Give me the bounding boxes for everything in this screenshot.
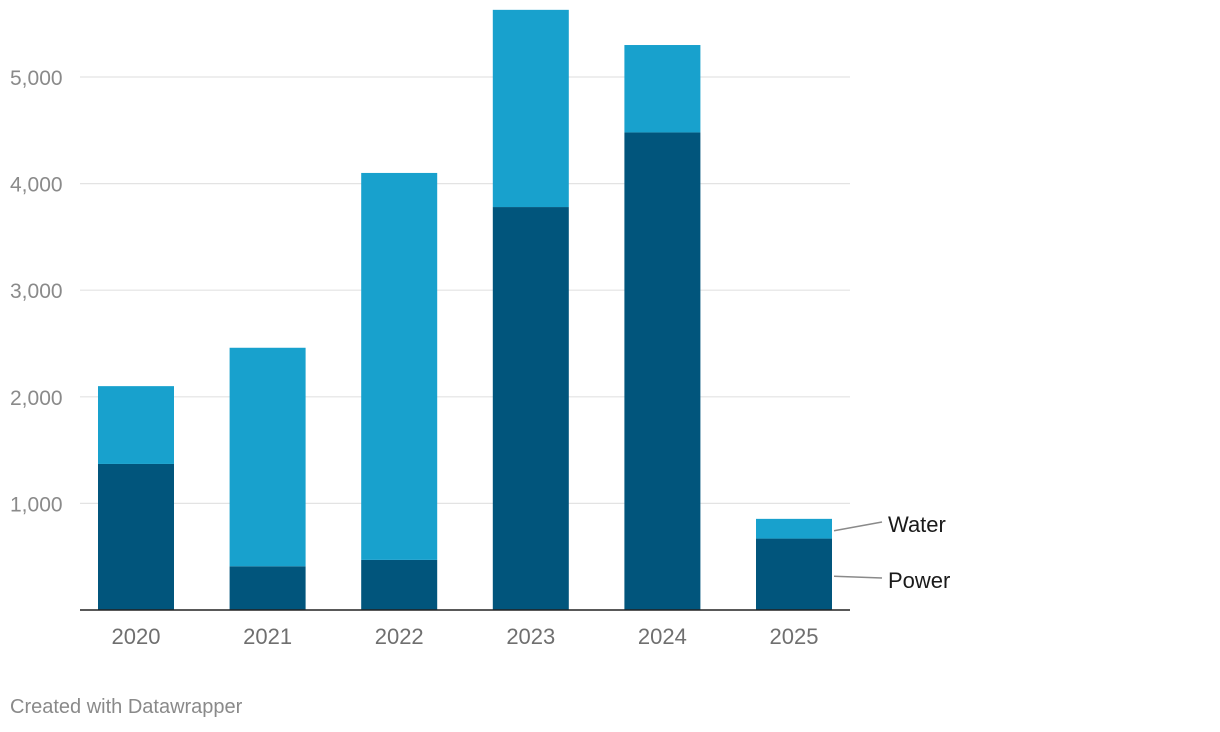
- x-axis-tick-labels: 2020 2021 2022 2023 2024 2025: [112, 624, 819, 649]
- gridlines: [80, 76, 850, 504]
- label-connector-power: [833, 575, 883, 579]
- bar-water-2023: [492, 9, 569, 208]
- y-tick-label: 2,000: [10, 387, 63, 410]
- x-tick-label: 2020: [112, 624, 161, 649]
- label-connector-water: [833, 521, 883, 532]
- y-tick-label: 4,000: [10, 174, 63, 197]
- x-tick-label: 2022: [375, 624, 424, 649]
- bar-power-2022: [361, 559, 438, 610]
- bar-power-2020: [98, 463, 174, 610]
- bar-water-2024: [624, 45, 701, 133]
- y-tick-label: 1,000: [10, 493, 63, 516]
- bar-water-2020: [98, 386, 174, 464]
- series-label-water: Water: [888, 512, 946, 537]
- bar-water-2022: [361, 172, 438, 560]
- datawrapper-credit: Created with Datawrapper: [10, 696, 243, 718]
- bar-power-2023: [492, 207, 569, 610]
- y-axis-tick-labels: 1,000 2,000 3,000 4,000 5,000: [10, 67, 63, 516]
- x-tick-label: 2021: [243, 624, 292, 649]
- x-tick-label: 2023: [506, 624, 555, 649]
- bar-power-2025: [756, 538, 832, 610]
- x-tick-label: 2025: [770, 624, 819, 649]
- bar-power-2021: [229, 566, 306, 610]
- y-tick-label: 5,000: [10, 67, 63, 90]
- series-label-power: Power: [888, 568, 950, 593]
- bar-water-2021: [229, 347, 306, 567]
- y-tick-label: 3,000: [10, 280, 63, 303]
- bar-water-2025: [756, 518, 832, 539]
- series-direct-labels: Power Water: [833, 512, 950, 593]
- x-tick-label: 2024: [638, 624, 687, 649]
- bars: [98, 9, 832, 610]
- bar-power-2024: [624, 132, 701, 610]
